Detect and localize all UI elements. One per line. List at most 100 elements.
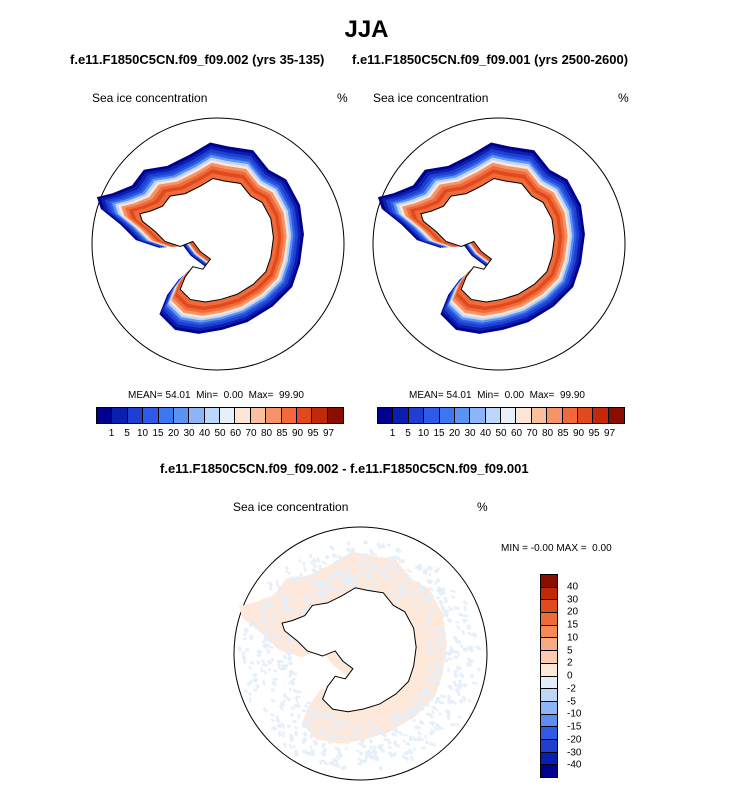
panel-diff-speckle-cell xyxy=(371,749,378,756)
panel-diff-speckle-cell xyxy=(421,585,426,590)
panel-diff-speckle-cell xyxy=(463,683,468,687)
panel-diff-speckle-cell xyxy=(452,680,457,686)
panel-diff-colorbar-label: -20 xyxy=(567,734,582,746)
panel-left-colorbar-box xyxy=(296,408,313,423)
panel-diff-speckle-cell xyxy=(438,644,443,648)
panel-left-colorbar-box xyxy=(127,408,144,423)
panel-diff-speckle-cell xyxy=(434,581,438,586)
panel-right-colorbar-label: 15 xyxy=(433,428,445,439)
panel-diff-colorbar-box xyxy=(541,727,557,740)
panel-diff-speckle-cell xyxy=(357,725,364,731)
panel-diff-speckle-cell xyxy=(295,695,301,699)
panel-diff-speckle-cell xyxy=(462,618,466,624)
panel-diff-speckle-cell xyxy=(310,574,315,577)
panel-diff-speckle-cell xyxy=(308,724,311,729)
panel-diff-speckle-cell xyxy=(409,755,414,761)
panel-diff-speckle-cell xyxy=(325,711,332,717)
panel-diff-speckle-cell xyxy=(270,688,275,692)
panel-diff-speckle-cell xyxy=(341,569,345,574)
panel-diff-speckle-cell xyxy=(292,608,297,613)
panel-diff-speckle-cell xyxy=(420,693,425,698)
panel-diff-speckle-cell xyxy=(242,632,248,637)
panel-diff-speckle-cell xyxy=(450,589,456,593)
panel-diff-speckle-cell xyxy=(426,644,430,649)
panel-diff-speckle-cell xyxy=(380,542,386,549)
panel-diff-speckle-cell xyxy=(448,645,454,652)
panel-right-colorbar-label: 5 xyxy=(405,428,411,439)
panel-diff-speckle-cell xyxy=(316,708,321,715)
panel-diff-speckle-cell xyxy=(387,745,393,750)
panel-diff-speckle-cell xyxy=(377,544,383,550)
panel-diff-speckle-cell xyxy=(390,732,397,738)
panel-diff-colorbar-label: 20 xyxy=(567,606,579,618)
panel-right-colorbar-box xyxy=(501,408,517,423)
panel-diff-speckle-cell xyxy=(247,691,253,697)
panel-right-map xyxy=(372,117,626,371)
panel-diff-speckle-cell xyxy=(446,609,450,612)
panel-diff-speckle-cell xyxy=(373,566,381,574)
panel-left-antarctica-coastline xyxy=(139,177,274,303)
panel-diff-speckle-cell xyxy=(373,581,377,586)
panel-right-colorbar-box xyxy=(439,408,455,423)
panel-diff-speckle-cell xyxy=(310,753,315,757)
panel-diff-speckle-cell xyxy=(377,726,383,733)
panel-diff-speckle-cell xyxy=(453,684,460,688)
panel-diff-speckle-cell xyxy=(335,754,341,760)
panel-diff-speckle-cell xyxy=(347,574,352,581)
panel-diff-speckle-cell xyxy=(395,596,401,602)
panel-diff-speckle-cell xyxy=(425,677,432,682)
panel-left-colorbar-box xyxy=(204,408,220,423)
panel-diff-speckle-cell xyxy=(368,745,373,750)
panel-diff-speckle-cell xyxy=(439,627,445,634)
panel-diff-speckle-cell xyxy=(380,569,387,574)
panel-diff-speckle-cell xyxy=(368,738,373,744)
panel-diff-speckle-cell xyxy=(321,584,327,588)
panel-left-units-label: % xyxy=(337,91,348,105)
panel-diff-speckle-cell xyxy=(366,749,373,755)
panel-diff-speckle-cell xyxy=(443,612,449,616)
panel-diff-speckle-cell xyxy=(260,605,267,611)
panel-diff-speckle-cell xyxy=(432,742,437,747)
panel-diff-speckle-cell xyxy=(262,679,266,686)
panel-diff-speckle-cell xyxy=(373,578,377,583)
panel-diff-speckle-cell xyxy=(386,560,393,566)
panel-diff-speckle-cell xyxy=(406,751,412,754)
panel-diff-speckle-cell xyxy=(260,667,264,673)
panel-right-colorbar-label: 30 xyxy=(464,428,476,439)
max-value: 0.00 xyxy=(592,543,612,554)
panel-diff-speckle-cell xyxy=(302,561,306,566)
panel-diff-speckle-cell xyxy=(303,720,310,726)
panel-right-colorbar-label: 90 xyxy=(572,428,585,439)
panel-diff-speckle-cell xyxy=(376,744,383,751)
panel-diff-speckle-cell xyxy=(298,572,304,577)
panel-diff-speckle-cell xyxy=(241,650,246,655)
panel-diff-colorbar-box xyxy=(541,701,557,715)
max-label: Max= xyxy=(248,390,274,401)
panel-diff-speckle-cell xyxy=(250,622,254,627)
panel-diff-speckle-cell xyxy=(405,741,411,747)
panel-left-colorbar-label: 60 xyxy=(229,428,242,439)
panel-right-colorbar-box xyxy=(424,408,440,423)
panel-right-colorbar-label: 1 xyxy=(389,428,396,439)
panel-diff-speckle-cell xyxy=(318,578,325,585)
panel-diff-speckle-cell xyxy=(417,704,424,708)
panel-diff-speckle-cell xyxy=(293,703,299,709)
panel-right-colorbar-label: 95 xyxy=(588,428,600,439)
panel-diff-colorbar-label: -40 xyxy=(567,759,582,771)
panel-diff-speckle-cell xyxy=(466,624,471,630)
panel-diff-speckle-cell xyxy=(442,654,447,659)
panel-diff-speckle-cell xyxy=(266,659,273,666)
panel-diff-speckle-cell xyxy=(413,747,416,751)
mean-label: MEAN= xyxy=(409,390,444,401)
panel-diff-speckle-cell xyxy=(280,663,287,671)
panel-diff-speckle-cell xyxy=(287,639,293,644)
panel-diff-speckle-cell xyxy=(270,658,274,662)
panel-diff-speckle-cell xyxy=(357,736,364,742)
panel-left-colorbar-box xyxy=(143,408,159,423)
panel-diff-speckle-cell xyxy=(286,655,292,662)
panel-diff-speckle-cell xyxy=(425,711,431,717)
panel-diff-speckle-cell xyxy=(355,749,360,753)
panel-diff-speckle-cell xyxy=(270,718,275,723)
mean-label: MEAN= xyxy=(128,390,163,401)
panel-diff-speckle-cell xyxy=(335,571,342,578)
